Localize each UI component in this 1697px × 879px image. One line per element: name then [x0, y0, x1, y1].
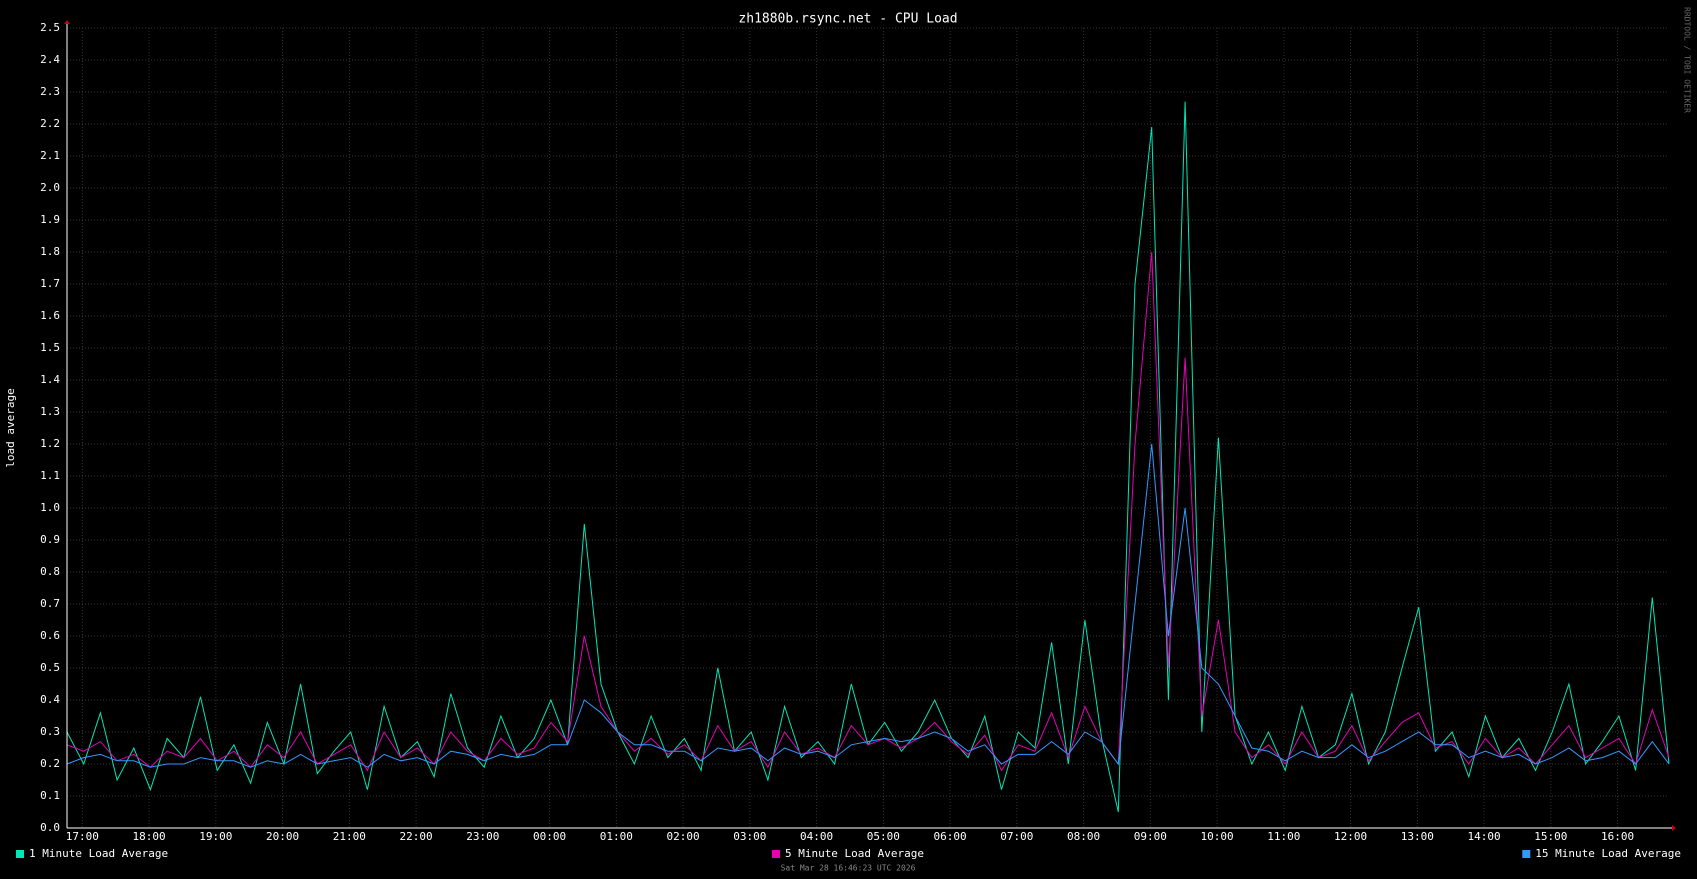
y-tick-label: 1.2 — [40, 437, 60, 450]
y-tick-label: 0.6 — [40, 629, 60, 642]
watermark: RRDTOOL / TOBI OETIKER — [1683, 7, 1692, 113]
series-line — [66, 251, 1670, 772]
x-tick-label: 15:00 — [1534, 830, 1567, 843]
y-tick-label: 0.7 — [40, 597, 60, 610]
y-tick-label: 1.4 — [40, 373, 60, 386]
x-tick-label: 02:00 — [667, 830, 700, 843]
y-tick-label: 0.4 — [40, 693, 60, 706]
x-tick-label: 14:00 — [1468, 830, 1501, 843]
axes-layer — [64, 20, 1676, 831]
y-tick-label: 1.7 — [40, 277, 60, 290]
y-tick-label: 1.3 — [40, 405, 60, 418]
legend-label: 5 Minute Load Average — [785, 847, 924, 860]
x-tick-label: 10:00 — [1201, 830, 1234, 843]
x-tick-label: 06:00 — [934, 830, 967, 843]
grid-layer — [67, 27, 1669, 829]
y-tick-label: 2.1 — [40, 149, 60, 162]
x-tick-label: 13:00 — [1401, 830, 1434, 843]
x-arrow — [1672, 825, 1676, 831]
x-tick-label: 05:00 — [867, 830, 900, 843]
y-tick-label: 1.9 — [40, 213, 60, 226]
legend-item: 5 Minute Load Average — [771, 847, 924, 860]
x-tick-label: 07:00 — [1000, 830, 1033, 843]
y-tick-label: 2.3 — [40, 85, 60, 98]
legend-label: 1 Minute Load Average — [29, 847, 168, 860]
x-tick-label: 09:00 — [1134, 830, 1167, 843]
footer: Sat Mar 28 16:46:23 UTC 2026 — [781, 864, 916, 873]
x-tick-label: 19:00 — [199, 830, 232, 843]
y-axis-label: load average — [4, 388, 17, 467]
x-tick-label: 08:00 — [1067, 830, 1100, 843]
legend-label: 15 Minute Load Average — [1535, 847, 1681, 860]
x-tick-label: 23:00 — [466, 830, 499, 843]
legend-swatch — [771, 850, 780, 858]
x-tick-label: 16:00 — [1601, 830, 1634, 843]
y-tick-label: 0.3 — [40, 725, 60, 738]
legend-item: 1 Minute Load Average — [16, 847, 168, 860]
y-arrow — [64, 20, 70, 24]
x-tick-label: 17:00 — [66, 830, 99, 843]
x-tick-label: 11:00 — [1267, 830, 1300, 843]
x-tick-label: 01:00 — [600, 830, 633, 843]
y-tick-label: 2.5 — [40, 21, 60, 34]
x-tick-label: 18:00 — [133, 830, 166, 843]
x-tick-label: 00:00 — [533, 830, 566, 843]
y-tick-label: 0.0 — [40, 821, 60, 834]
y-tick-label: 2.2 — [40, 117, 60, 130]
y-tick-label: 0.1 — [40, 789, 60, 802]
y-tick-label: 1.5 — [40, 341, 60, 354]
y-tick-label: 2.0 — [40, 181, 60, 194]
y-tick-label: 1.8 — [40, 245, 60, 258]
y-tick-label: 1.0 — [40, 501, 60, 514]
y-tick-label: 2.4 — [40, 53, 60, 66]
x-tick-label: 03:00 — [733, 830, 766, 843]
x-tick-label: 22:00 — [400, 830, 433, 843]
series-line — [66, 443, 1670, 768]
y-tick-label: 0.2 — [40, 757, 60, 770]
x-tick-label: 20:00 — [266, 830, 299, 843]
y-tick-label: 0.8 — [40, 565, 60, 578]
legend-item: 15 Minute Load Average — [1522, 847, 1681, 860]
y-tick-label: 0.5 — [40, 661, 60, 674]
legend-swatch — [16, 850, 24, 858]
y-tick-label: 1.6 — [40, 309, 60, 322]
lines-layer — [66, 101, 1670, 813]
x-tick-label: 12:00 — [1334, 830, 1367, 843]
x-tick-label: 21:00 — [333, 830, 366, 843]
y-tick-label: 1.1 — [40, 469, 60, 482]
chart-title: zh1880b.rsync.net - CPU Load — [738, 12, 957, 27]
legend-swatch — [1522, 850, 1531, 858]
y-tick-label: 0.9 — [40, 533, 60, 546]
x-tick-label: 04:00 — [800, 830, 833, 843]
legend: 1 Minute Load Average 5 Minute Load Avera… — [16, 847, 1681, 860]
